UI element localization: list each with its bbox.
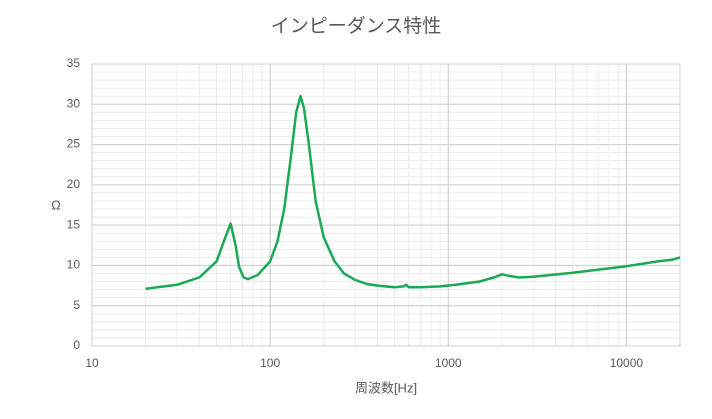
y-tick-label: 15 [67, 217, 81, 231]
chart-title: インピーダンス特性 [271, 15, 442, 37]
x-tick-label: 100 [260, 356, 280, 370]
y-tick-label: 20 [67, 177, 81, 191]
x-axis-title: 周波数[Hz] [355, 380, 417, 395]
y-tick-label: 5 [73, 298, 80, 312]
x-tick-label: 10 [85, 356, 99, 370]
x-tick-label: 10000 [610, 356, 644, 370]
y-tick-label: 0 [73, 338, 80, 352]
y-tick-label: 10 [67, 258, 81, 272]
line-series [145, 94, 681, 291]
y-tick-label: 30 [67, 96, 81, 110]
y-tick-label: 35 [67, 56, 81, 70]
y-tick-label: 25 [67, 137, 81, 151]
y-axis-title: Ω [51, 197, 61, 212]
x-tick-label: 1000 [435, 356, 462, 370]
plot-border [91, 63, 681, 347]
